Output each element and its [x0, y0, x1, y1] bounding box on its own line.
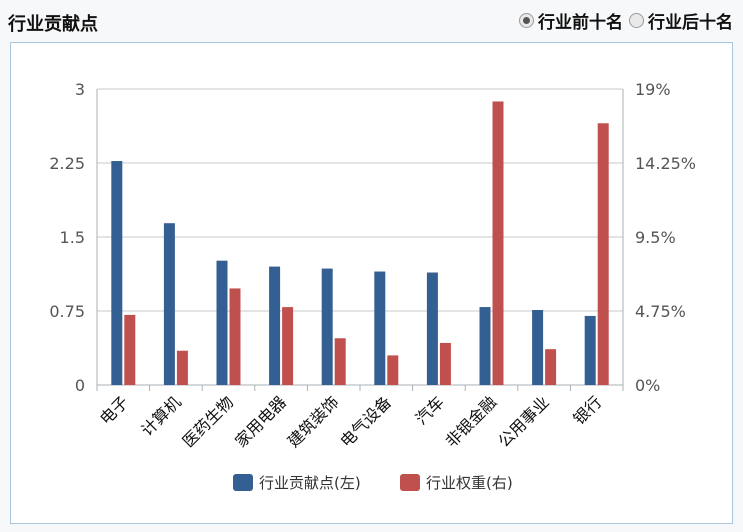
x-category-label: 医药生物: [179, 392, 238, 451]
radio-top-ten-label: 行业前十名: [538, 13, 623, 33]
header: 行业贡献点 行业前十名 行业后十名: [0, 0, 743, 40]
bar-weight: [176, 350, 188, 385]
radio-checked-icon: [519, 13, 534, 28]
chart-panel: 0 0% 0.75 4.75% 1.5 9.5% 2.25 14.25% 3 19% 电子 计算机 医药…: [10, 42, 733, 524]
y-right-tick-label: 0%: [635, 376, 660, 395]
radio-bottom-ten-label: 行业后十名: [648, 13, 733, 33]
x-category-label: 建筑装饰: [284, 392, 343, 451]
bar-contribution: [269, 266, 281, 385]
bar-contribution: [216, 260, 228, 385]
x-category-label: 银行: [569, 392, 605, 428]
y-right-tick-label: 9.5%: [635, 228, 676, 247]
bar-contribution: [584, 315, 596, 385]
legend-label: 行业权重(右): [426, 474, 513, 492]
bar-contribution: [321, 268, 333, 385]
y-left-tick-label: 0.75: [49, 302, 85, 321]
bar-contribution: [532, 310, 544, 385]
radio-unchecked-icon: [629, 13, 644, 28]
bar-weight: [282, 307, 294, 385]
legend-swatch: [400, 474, 420, 491]
legend-label: 行业贡献点(左): [259, 474, 361, 492]
x-category-label: 公用事业: [494, 392, 553, 451]
y-right-tick-label: 19%: [635, 80, 671, 99]
bar-weight: [124, 314, 136, 385]
industry-contribution-chart: 0 0% 0.75 4.75% 1.5 9.5% 2.25 14.25% 3 19% 电子 计算机医药…: [49, 80, 696, 492]
bar-weight: [545, 349, 557, 385]
bar-contribution: [426, 272, 438, 385]
bar-weight: [439, 342, 451, 385]
x-category-label: 汽车: [412, 392, 448, 428]
y-right-tick-label: 14.25%: [635, 154, 696, 173]
radio-bottom-ten[interactable]: 行业后十名: [629, 8, 733, 33]
bar-weight: [229, 288, 241, 385]
x-category-label: 电子: [96, 392, 132, 428]
bar-weight: [597, 123, 609, 385]
bar-weight: [492, 101, 504, 385]
bar-weight: [387, 355, 399, 385]
x-category-label: 家用电器: [231, 392, 290, 451]
y-left-tick-label: 1.5: [60, 228, 85, 247]
ranking-radio-group: 行业前十名 行业后十名: [513, 8, 733, 33]
y-left-tick-label: 3: [75, 80, 85, 99]
y-right-tick-label: 4.75%: [635, 302, 686, 321]
legend-swatch: [233, 474, 253, 491]
bar-contribution: [479, 307, 491, 385]
bar-contribution: [111, 161, 123, 385]
x-category-label: 非银金融: [442, 392, 501, 451]
bar-weight: [334, 338, 346, 385]
bar-contribution: [163, 223, 175, 385]
page-title: 行业贡献点: [8, 14, 98, 35]
bar-contribution: [374, 271, 386, 385]
x-category-label: 电气设备: [336, 392, 395, 451]
x-category-label: 计算机: [137, 392, 184, 439]
y-left-tick-label: 2.25: [49, 154, 85, 173]
radio-top-ten[interactable]: 行业前十名: [519, 8, 623, 33]
y-left-tick-label: 0: [75, 376, 85, 395]
